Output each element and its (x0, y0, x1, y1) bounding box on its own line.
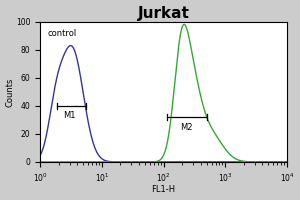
Y-axis label: Counts: Counts (6, 77, 15, 107)
Title: Jurkat: Jurkat (138, 6, 190, 21)
Text: control: control (48, 29, 77, 38)
Text: M2: M2 (180, 123, 193, 132)
X-axis label: FL1-H: FL1-H (152, 185, 176, 194)
Text: M1: M1 (64, 111, 76, 120)
